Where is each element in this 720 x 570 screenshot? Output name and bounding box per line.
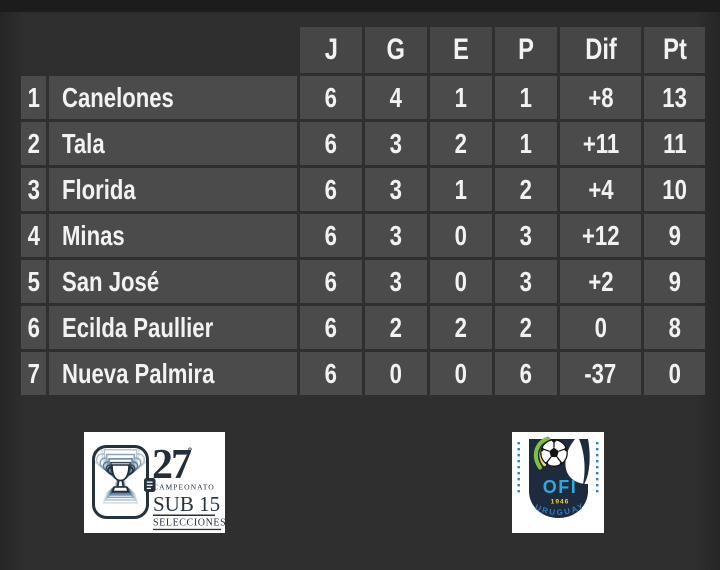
wins-cell: 3: [365, 214, 427, 257]
draws-cell: 0: [430, 214, 492, 257]
column-header-j: J: [300, 27, 362, 73]
divider-line: [153, 514, 215, 516]
goal-diff-cell: -37: [560, 352, 641, 395]
rank-cell: 3: [21, 168, 46, 211]
column-header-dif: Dif: [560, 27, 641, 73]
played-cell: 6: [300, 122, 362, 165]
rank-cell: 4: [21, 214, 46, 257]
wins-cell: 3: [365, 168, 427, 211]
losses-cell: 3: [495, 214, 557, 257]
table-row: 2 Tala 6 3 2 1 +11 11: [0, 122, 720, 165]
team-name-cell: Ecilda Paullier: [49, 306, 297, 349]
points-cell: 9: [644, 260, 705, 303]
played-cell: 6: [300, 352, 362, 395]
played-cell: 6: [300, 168, 362, 211]
column-header-g: G: [365, 27, 427, 73]
losses-cell: 6: [495, 352, 557, 395]
draws-cell: 1: [430, 168, 492, 211]
losses-cell: 2: [495, 168, 557, 211]
column-header-pt: Pt: [644, 27, 705, 73]
draws-cell: 0: [430, 352, 492, 395]
divider-line: [153, 528, 221, 531]
team-name-cell: Minas: [49, 214, 297, 257]
table-row: 1 Canelones 6 4 1 1 +8 13: [0, 76, 720, 119]
table-row: 6 Ecilda Paullier 6 2 2 2 0 8: [0, 306, 720, 349]
wins-cell: 0: [365, 352, 427, 395]
rank-cell: 1: [21, 76, 46, 119]
campeonato-sub15-logo: 27 º CAMPEONATO SUB 15 SELECCIONES: [84, 432, 225, 533]
team-name-cell: Nueva Palmira: [49, 352, 297, 395]
draws-cell: 1: [430, 76, 492, 119]
edition-number: 27: [152, 442, 191, 488]
goal-diff-cell: +2: [560, 260, 641, 303]
goal-diff-cell: +11: [560, 122, 641, 165]
goal-diff-cell: 0: [560, 306, 641, 349]
wins-cell: 4: [365, 76, 427, 119]
goal-diff-cell: +8: [560, 76, 641, 119]
selecciones-label: SELECCIONES: [153, 518, 225, 529]
points-cell: 9: [644, 214, 705, 257]
points-cell: 0: [644, 352, 705, 395]
top-letterbox-bar: [0, 0, 720, 12]
losses-cell: 1: [495, 122, 557, 165]
points-cell: 13: [644, 76, 705, 119]
points-cell: 8: [644, 306, 705, 349]
rank-cell: 7: [21, 352, 46, 395]
losses-cell: 2: [495, 306, 557, 349]
column-header-p: P: [495, 27, 557, 73]
played-cell: 6: [300, 76, 362, 119]
losses-cell: 1: [495, 76, 557, 119]
played-cell: 6: [300, 306, 362, 349]
goal-diff-cell: +4: [560, 168, 641, 211]
rank-cell: 5: [21, 260, 46, 303]
founding-year: 1946: [551, 499, 570, 506]
draws-cell: 0: [430, 260, 492, 303]
wins-cell: 3: [365, 122, 427, 165]
wins-cell: 3: [365, 260, 427, 303]
rank-cell: 6: [21, 306, 46, 349]
draws-cell: 2: [430, 122, 492, 165]
team-name-cell: Tala: [49, 122, 297, 165]
played-cell: 6: [300, 260, 362, 303]
campeonato-label: CAMPEONATO: [153, 483, 215, 492]
rank-cell: 2: [21, 122, 46, 165]
dot-columns-decoration: [517, 442, 599, 493]
table-row: 5 San José 6 3 0 3 +2 9: [0, 260, 720, 303]
ofi-uruguay-logo: OFI 1946 URUGUAY: [512, 432, 604, 533]
frame-tab: [144, 478, 156, 492]
team-name-cell: Florida: [49, 168, 297, 211]
table-row: 3 Florida 6 3 1 2 +4 10: [0, 168, 720, 211]
trophy-contours-icon: [93, 445, 148, 503]
table-header-row: J G E P Dif Pt: [0, 27, 720, 73]
column-header-e: E: [430, 27, 492, 73]
losses-cell: 3: [495, 260, 557, 303]
table-row: 4 Minas 6 3 0 3 +12 9: [0, 214, 720, 257]
wins-cell: 2: [365, 306, 427, 349]
badge-ribbon-sliver: [579, 439, 590, 487]
goal-diff-cell: +12: [560, 214, 641, 257]
edition-ordinal: º: [188, 445, 192, 459]
soccer-ball-icon: [540, 439, 568, 467]
points-cell: 11: [644, 122, 705, 165]
table-row: 7 Nueva Palmira 6 0 0 6 -37 0: [0, 352, 720, 395]
played-cell: 6: [300, 214, 362, 257]
points-cell: 10: [644, 168, 705, 211]
ofi-wordmark: OFI: [543, 477, 578, 497]
team-name-cell: San José: [49, 260, 297, 303]
team-name-cell: Canelones: [49, 76, 297, 119]
sub15-label: SUB 15: [153, 492, 220, 516]
draws-cell: 2: [430, 306, 492, 349]
